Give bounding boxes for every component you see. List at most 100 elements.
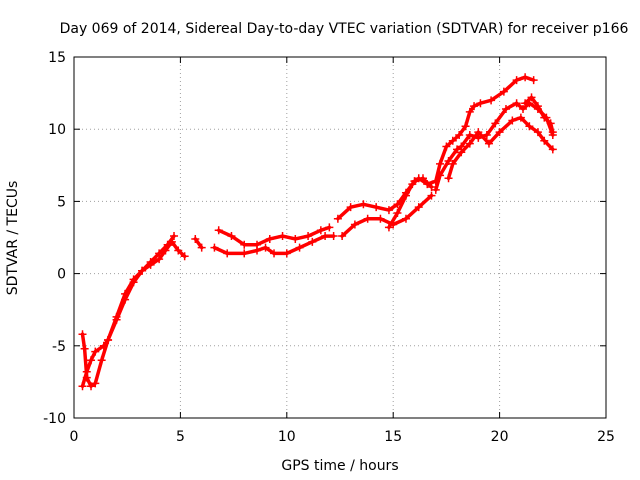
x-tick-label: 25 [597, 429, 615, 445]
data-point [214, 226, 223, 235]
data-point [338, 232, 347, 241]
series-track-j [444, 113, 557, 183]
data-point [223, 249, 232, 258]
data-point [427, 191, 436, 200]
x-tick-label: 20 [491, 429, 509, 445]
y-tick-label: 10 [48, 122, 66, 138]
data-point [170, 232, 179, 241]
x-tick-label: 10 [278, 429, 296, 445]
data-point [282, 249, 291, 258]
data-point [512, 76, 521, 85]
data-point [512, 99, 521, 108]
data-point [197, 243, 206, 252]
data-point [521, 99, 530, 108]
data-point [393, 208, 402, 217]
series-track-i [431, 99, 557, 194]
data-point [91, 379, 100, 388]
series-track-b [78, 237, 189, 391]
x-tick-label: 5 [176, 429, 185, 445]
data-point [253, 246, 262, 255]
data-point [465, 107, 474, 116]
series-line [216, 225, 332, 247]
data-point [174, 246, 183, 255]
series-line [340, 193, 434, 238]
plot-frame [73, 56, 607, 419]
data-point [376, 214, 385, 223]
data-point [482, 130, 491, 139]
y-tick-label: -5 [52, 339, 66, 355]
x-axis-label: GPS time / hours [281, 458, 398, 474]
data-point [465, 139, 474, 148]
data-point [453, 145, 462, 154]
data-point [97, 356, 106, 365]
data-point [78, 330, 87, 339]
data-point [80, 344, 89, 353]
data-point [78, 382, 87, 391]
data-point [384, 206, 393, 215]
axis-ticks [73, 56, 607, 419]
series-track-h [384, 73, 538, 232]
series-line [387, 75, 536, 230]
data-point [121, 289, 130, 298]
data-point [227, 232, 236, 241]
series-track-d [214, 223, 334, 249]
data-point [548, 128, 557, 137]
data-point [210, 243, 219, 252]
chart-title: Day 069 of 2014, Sidereal Day-to-day VTE… [60, 21, 629, 37]
data-point [384, 223, 393, 232]
y-tick-label: 0 [57, 267, 66, 283]
data-point [448, 159, 457, 168]
data-point [414, 203, 423, 212]
data-point [444, 156, 453, 165]
data-point [295, 243, 304, 252]
data-point [516, 113, 525, 122]
data-point [372, 203, 381, 212]
data-point [191, 234, 200, 243]
data-point [540, 136, 549, 145]
data-point [333, 214, 342, 223]
series-track-f [333, 174, 436, 223]
tick-labels: 0 5 10 15 20 25 -10 -5 0 5 10 15 [43, 50, 615, 445]
y-tick-label: 5 [57, 194, 66, 210]
data-point [161, 246, 170, 255]
data-point [240, 240, 249, 249]
data-point [501, 104, 510, 113]
data-point [533, 102, 542, 111]
data-point [423, 180, 432, 189]
data-series [78, 73, 557, 391]
data-point [448, 136, 457, 145]
data-point [316, 226, 325, 235]
data-point [491, 119, 500, 128]
data-point [414, 174, 423, 183]
data-point [529, 76, 538, 85]
data-point [146, 260, 155, 269]
data-point [265, 234, 274, 243]
y-tick-label: -10 [43, 411, 66, 427]
data-point [363, 214, 372, 223]
series-track-c [191, 234, 206, 252]
data-point [444, 174, 453, 183]
data-point [261, 243, 270, 252]
data-point [461, 122, 470, 131]
data-point [519, 104, 528, 113]
data-point [455, 130, 464, 139]
y-tick-label: 15 [48, 50, 66, 66]
data-point [325, 223, 334, 232]
data-point [487, 96, 496, 105]
data-point [270, 249, 279, 258]
data-point [180, 252, 189, 261]
data-point [401, 214, 410, 223]
x-tick-label: 15 [384, 429, 402, 445]
data-point [82, 367, 91, 376]
data-point [346, 203, 355, 212]
data-point [442, 142, 451, 151]
data-point [91, 347, 100, 356]
data-point [527, 93, 536, 102]
grid-lines [74, 57, 606, 418]
data-point [129, 275, 138, 284]
data-point [508, 116, 517, 125]
data-point [474, 128, 483, 137]
series-line [434, 101, 555, 192]
data-point [291, 234, 300, 243]
